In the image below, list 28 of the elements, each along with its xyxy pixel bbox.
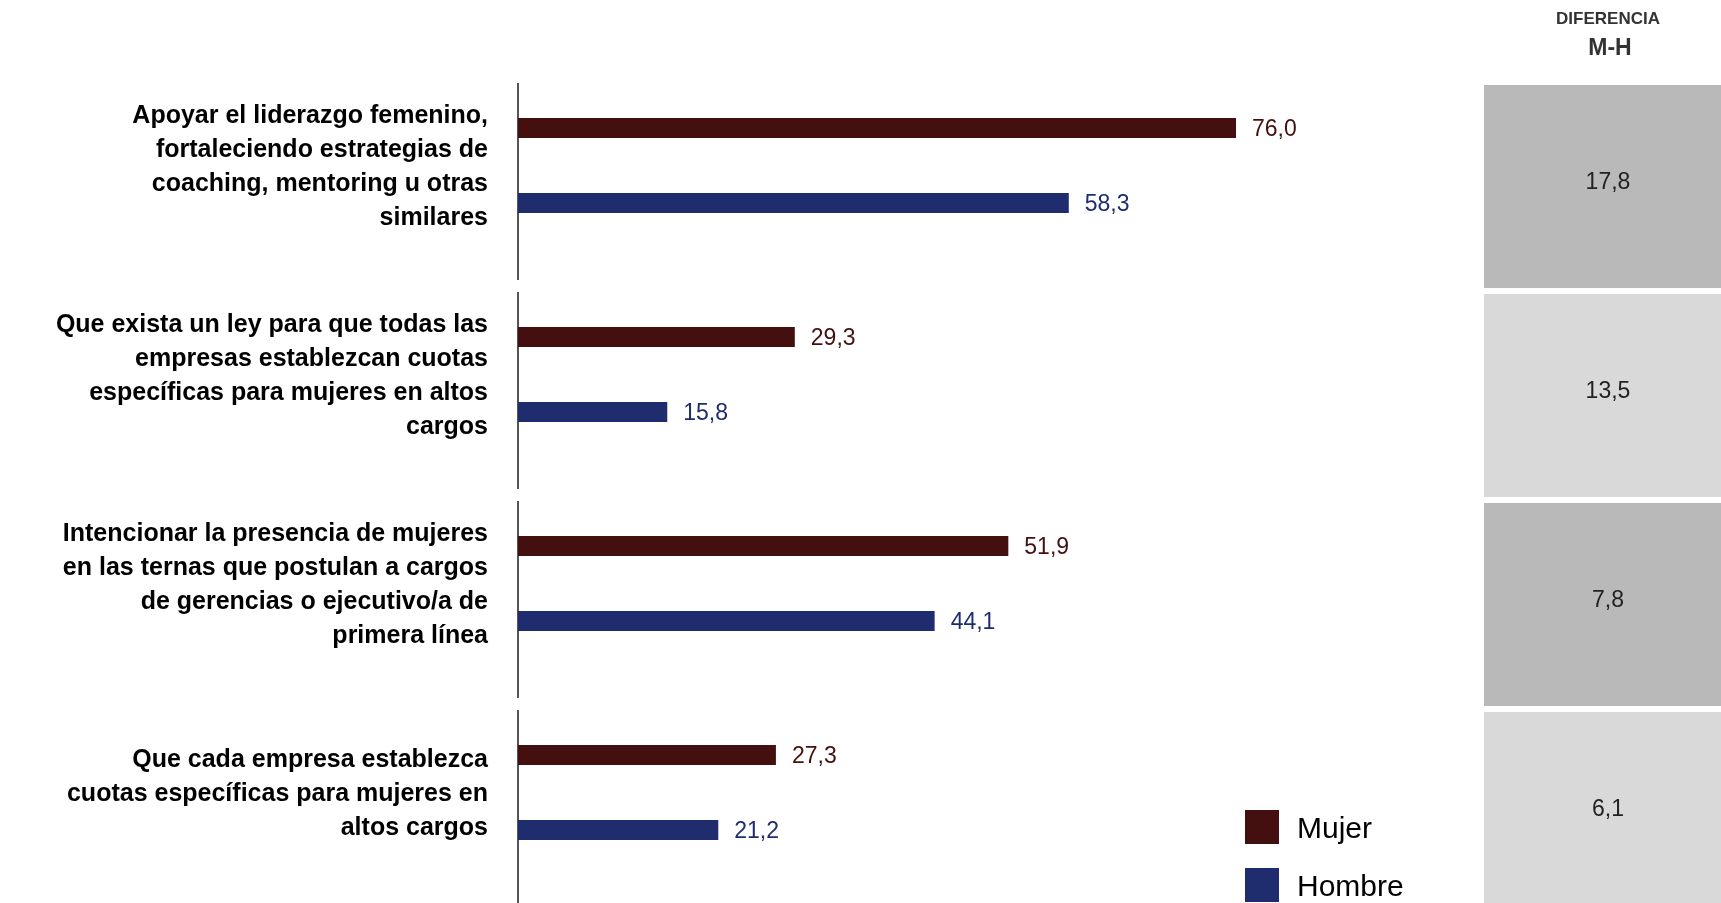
bar <box>518 820 719 840</box>
bar <box>518 745 776 765</box>
data-label: 76,0 <box>1252 115 1297 142</box>
bar <box>518 118 1236 138</box>
bar <box>518 402 668 422</box>
bar <box>518 536 1009 556</box>
legend-label: Hombre <box>1297 868 1404 902</box>
text: 17,8 <box>1585 168 1631 195</box>
y-tick-label: Apoyar el liderazgo femenino, fortaleciendo estrategias de coaching, mentoring u otras similares <box>132 99 489 230</box>
bar <box>518 611 935 631</box>
y-tick-label: Intencionar la presencia de mujeres en las ternas que postulan a cargos de gerencias o ejecutivo/a de primera línea <box>62 517 490 648</box>
data-label: 29,3 <box>810 324 856 351</box>
data-label: 44,1 <box>950 608 996 635</box>
text: 6,1 <box>1592 795 1624 822</box>
legend-label: Mujer <box>1297 810 1373 844</box>
text: M-H <box>1588 34 1632 60</box>
bar <box>518 193 1069 213</box>
y-tick-label: Que cada empresa establezca cuotas específicas para mujeres en altos cargos <box>66 743 490 840</box>
bar <box>518 327 795 347</box>
data-label: 51,9 <box>1024 533 1070 560</box>
data-label: 21,2 <box>734 817 780 844</box>
data-label: 58,3 <box>1084 190 1130 217</box>
data-label: 15,8 <box>683 399 729 426</box>
text: 7,8 <box>1592 586 1624 613</box>
text: 13,5 <box>1585 377 1631 404</box>
text: DIFERENCIA <box>1556 9 1660 28</box>
data-label: 27,3 <box>791 742 837 769</box>
y-tick-label: Que exista un ley para que todas las empresas establezcan cuotas específicas para mujeres en altos cargos <box>55 308 488 439</box>
